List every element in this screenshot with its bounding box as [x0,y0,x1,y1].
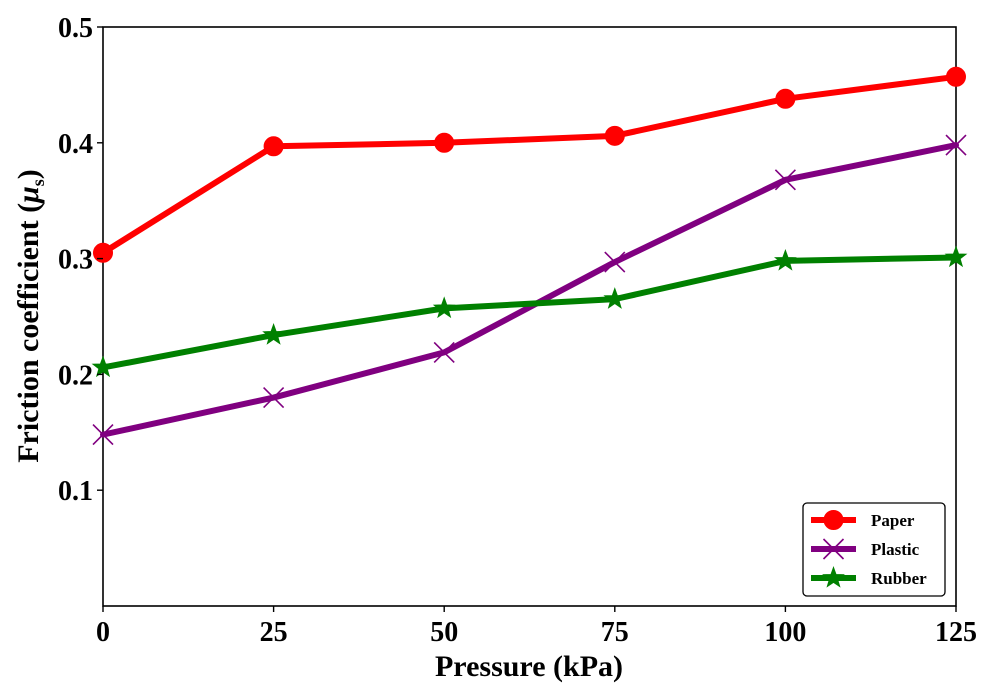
data-point-paper [775,88,796,109]
data-point-rubber [944,245,968,268]
y-tick-label: 0.5 [58,13,93,44]
series-layer [91,66,968,446]
data-point-rubber [432,296,456,319]
legend-label: Paper [871,511,915,530]
y-axis-title-close: ) [12,169,45,179]
legend-marker [823,510,844,530]
y-axis-title-subscript: s [28,179,48,186]
data-point-rubber [603,287,627,309]
y-tick-label: 0.3 [58,245,93,276]
series-rubber [91,245,968,378]
series-line-plastic [100,142,959,438]
legend-item-plastic: Plastic [811,538,920,560]
y-tick-label: 0.1 [58,476,93,507]
data-point-paper [263,136,284,157]
data-point-rubber [91,355,115,378]
legend-marker [822,538,845,560]
series-plastic [92,134,967,446]
data-point-paper [434,132,455,153]
x-tick-label: 75 [601,617,629,648]
legend: Paper Plastic Rubber [802,502,946,597]
data-point-plastic [92,424,114,446]
x-axis-title: Pressure (kPa) [435,650,623,683]
y-axis-title: Friction coefficient (μs) [12,169,48,463]
legend-item-paper: Paper [811,510,915,530]
x-tick-label: 25 [260,617,288,648]
data-point-paper [93,242,113,263]
legend-marker [822,566,845,588]
x-tick-label: 125 [935,617,977,648]
series-line-rubber [100,254,959,371]
y-axis-title-main: Friction coefficient ( [12,203,45,463]
legend-label: Rubber [871,569,927,588]
x-tick-label: 100 [764,617,806,648]
data-point-paper [946,66,966,87]
data-point-rubber [262,323,285,345]
x-tick-label: 0 [96,617,110,648]
data-point-plastic [433,341,455,363]
series-paper [93,66,966,263]
data-point-plastic [263,386,285,409]
ticks-layer: 0 25 50 75 100 125 0.1 0.2 0.3 0.4 0.5 [58,13,977,648]
data-point-plastic [774,169,796,191]
x-tick-label: 50 [430,617,458,648]
y-tick-label: 0.2 [58,360,93,391]
legend-item-rubber: Rubber [811,566,927,588]
plot-frame [102,26,957,607]
data-point-plastic [604,251,626,273]
data-point-rubber [774,248,797,271]
data-point-paper [604,125,625,146]
series-line-paper [100,73,959,256]
plot-area [102,26,957,607]
legend-label: Plastic [871,540,920,559]
y-tick-label: 0.4 [58,129,93,160]
data-point-plastic [945,134,967,156]
y-axis-title-symbol: μ [12,186,45,205]
